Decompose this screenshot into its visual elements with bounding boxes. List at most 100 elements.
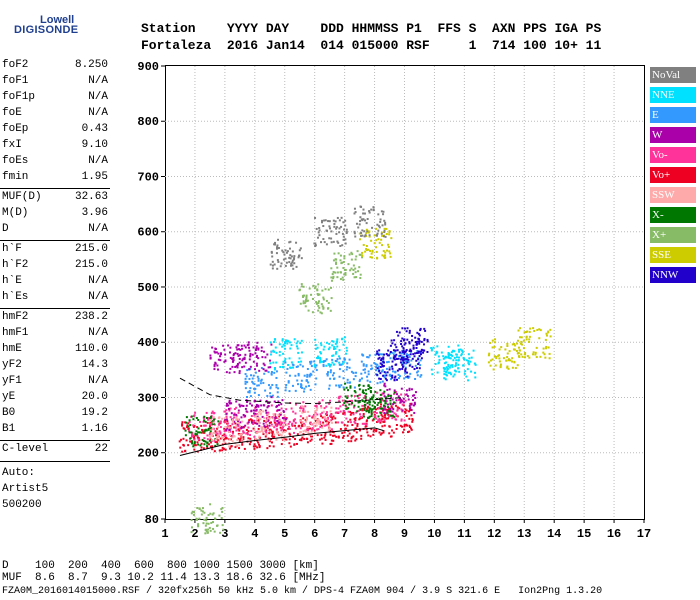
data-point-vo [358, 429, 361, 432]
data-point-x [381, 397, 384, 400]
data-point-w [280, 403, 283, 406]
data-point-nnw [382, 374, 385, 377]
data-point-sse [375, 250, 378, 253]
data-point-x [368, 403, 371, 406]
data-point-w [234, 352, 237, 355]
data-point-noval [341, 244, 344, 247]
data-point-noval [285, 261, 288, 264]
data-point-x [379, 393, 382, 396]
data-point-nne [462, 356, 465, 359]
data-point-ssw [211, 434, 214, 437]
data-point-w [255, 364, 258, 367]
data-point-noval [279, 265, 282, 268]
data-point-e [420, 374, 423, 377]
data-point-nne [462, 358, 465, 361]
data-point-sse [534, 351, 537, 354]
data-point-x [389, 410, 392, 413]
data-point-x [302, 295, 305, 298]
data-point-vo [205, 411, 208, 414]
data-point-vo [362, 396, 365, 399]
data-point-x [372, 400, 375, 403]
data-point-sse [521, 355, 524, 358]
data-point-noval [273, 263, 276, 266]
data-point-nnw [413, 355, 416, 358]
data-point-vo [400, 419, 403, 422]
data-point-x [330, 267, 333, 270]
data-point-nne [278, 343, 281, 346]
data-point-vo [271, 432, 274, 435]
data-point-w [408, 389, 411, 392]
data-point-e [332, 372, 335, 375]
data-point-sse [542, 351, 545, 354]
data-point-x [357, 405, 360, 408]
data-point-w [391, 398, 394, 401]
data-point-vo [254, 445, 257, 448]
data-point-w [264, 409, 267, 412]
data-point-sse [516, 339, 519, 342]
data-point-vo [401, 431, 404, 434]
data-point-w [252, 346, 255, 349]
data-point-ssw [263, 428, 266, 431]
data-point-e [244, 373, 247, 376]
data-point-w [382, 408, 385, 411]
data-point-nnw [398, 351, 401, 354]
data-point-vo [361, 422, 364, 425]
data-point-w [255, 355, 258, 358]
data-point-x [220, 517, 223, 520]
data-point-w [413, 401, 416, 404]
data-point-w [219, 355, 222, 358]
data-point-nnw [403, 338, 406, 341]
data-point-e [383, 376, 386, 379]
data-point-vo [259, 436, 262, 439]
data-point-noval [362, 218, 365, 221]
data-point-vo [288, 420, 291, 423]
data-point-e [381, 353, 384, 356]
data-point-x [341, 276, 344, 279]
data-point-w [225, 418, 228, 421]
data-point-vo [240, 437, 243, 440]
data-point-vo [185, 439, 188, 442]
data-point-noval [383, 235, 386, 238]
data-point-x [305, 295, 308, 298]
data-point-w [248, 349, 251, 352]
data-point-e [288, 390, 291, 393]
footer-muf-line: MUF 8.6 8.7 9.3 10.2 11.4 13.3 18.6 32.6… [2, 572, 326, 584]
data-point-w [224, 418, 227, 421]
data-point-vo [211, 448, 214, 451]
data-point-vo [308, 414, 311, 417]
data-point-ssw [277, 413, 280, 416]
data-point-nne [287, 364, 290, 367]
data-point-w [261, 356, 264, 359]
data-point-vo [222, 447, 225, 450]
data-point-vo [242, 426, 245, 429]
data-point-w [235, 400, 238, 403]
data-point-noval [378, 226, 381, 229]
data-point-nne [454, 369, 457, 372]
data-point-sse [383, 254, 386, 257]
data-point-x [193, 441, 196, 444]
data-point-sse [522, 347, 525, 350]
data-point-nnw [376, 367, 379, 370]
data-point-w [260, 349, 263, 352]
data-point-nne [336, 340, 339, 343]
data-point-x [379, 389, 382, 392]
data-point-nne [342, 343, 345, 346]
data-point-vo [341, 399, 344, 402]
header-values: Fortaleza 2016 Jan14 014 015000 RSF 1 71… [141, 38, 602, 53]
data-point-nne [450, 351, 453, 354]
data-point-x [387, 406, 390, 409]
param-name: foEp [2, 123, 29, 135]
data-point-vo [282, 426, 285, 429]
data-point-noval [361, 229, 364, 232]
data-point-x [207, 428, 210, 431]
data-point-x [379, 399, 382, 402]
data-point-sse [365, 244, 368, 247]
data-point-e [309, 360, 312, 363]
data-point-w [243, 356, 246, 359]
data-point-w [262, 368, 265, 371]
data-point-nnw [405, 355, 408, 358]
data-point-ssw [254, 415, 257, 418]
data-point-x [344, 273, 347, 276]
data-point-vo [312, 415, 315, 418]
data-point-vo [317, 428, 320, 431]
